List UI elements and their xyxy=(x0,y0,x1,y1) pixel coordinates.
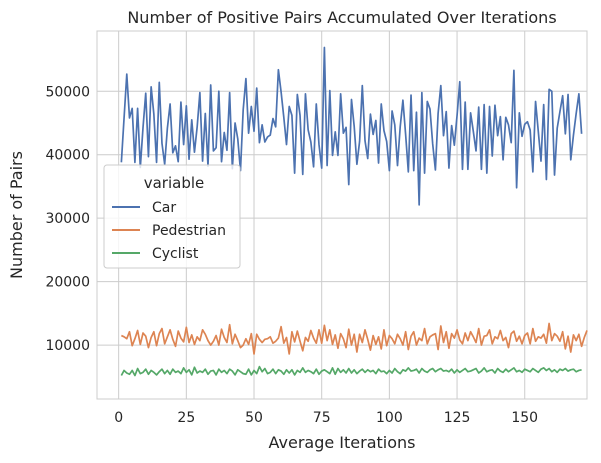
y-tick-label: 40000 xyxy=(45,148,90,164)
legend-label-pedestrian: Pedestrian xyxy=(152,223,226,239)
x-tick-label: 25 xyxy=(177,410,195,426)
series-lines xyxy=(120,46,588,377)
y-tick-label: 50000 xyxy=(45,84,90,100)
series-line-pedestrian xyxy=(120,322,588,355)
x-tick-label: 125 xyxy=(444,410,471,426)
x-tick-label: 100 xyxy=(376,410,403,426)
y-tick-label: 10000 xyxy=(45,338,90,354)
x-axis-title: Average Iterations xyxy=(269,433,416,452)
legend-label-car: Car xyxy=(152,200,176,216)
legend-title: variable xyxy=(144,174,205,192)
series-line-cyclist xyxy=(120,365,582,377)
x-tick-label: 0 xyxy=(114,410,123,426)
x-tick-label: 150 xyxy=(511,410,538,426)
x-axis-ticks: 0 25 50 75 100 125 150 xyxy=(114,410,538,426)
legend-box xyxy=(103,164,241,269)
x-tick-label: 50 xyxy=(245,410,263,426)
y-tick-label: 30000 xyxy=(45,211,90,227)
series-line-car xyxy=(120,46,583,206)
y-tick-label: 20000 xyxy=(45,275,90,291)
y-axis-ticks: 10000 20000 30000 40000 50000 xyxy=(45,84,90,354)
x-tick-label: 75 xyxy=(313,410,331,426)
legend: variable Car Pedestrian Cyclist xyxy=(103,164,241,269)
chart-title: Number of Positive Pairs Accumulated Ove… xyxy=(127,8,556,27)
legend-label-cyclist: Cyclist xyxy=(152,246,199,262)
y-axis-title: Number of Pairs xyxy=(7,151,26,279)
